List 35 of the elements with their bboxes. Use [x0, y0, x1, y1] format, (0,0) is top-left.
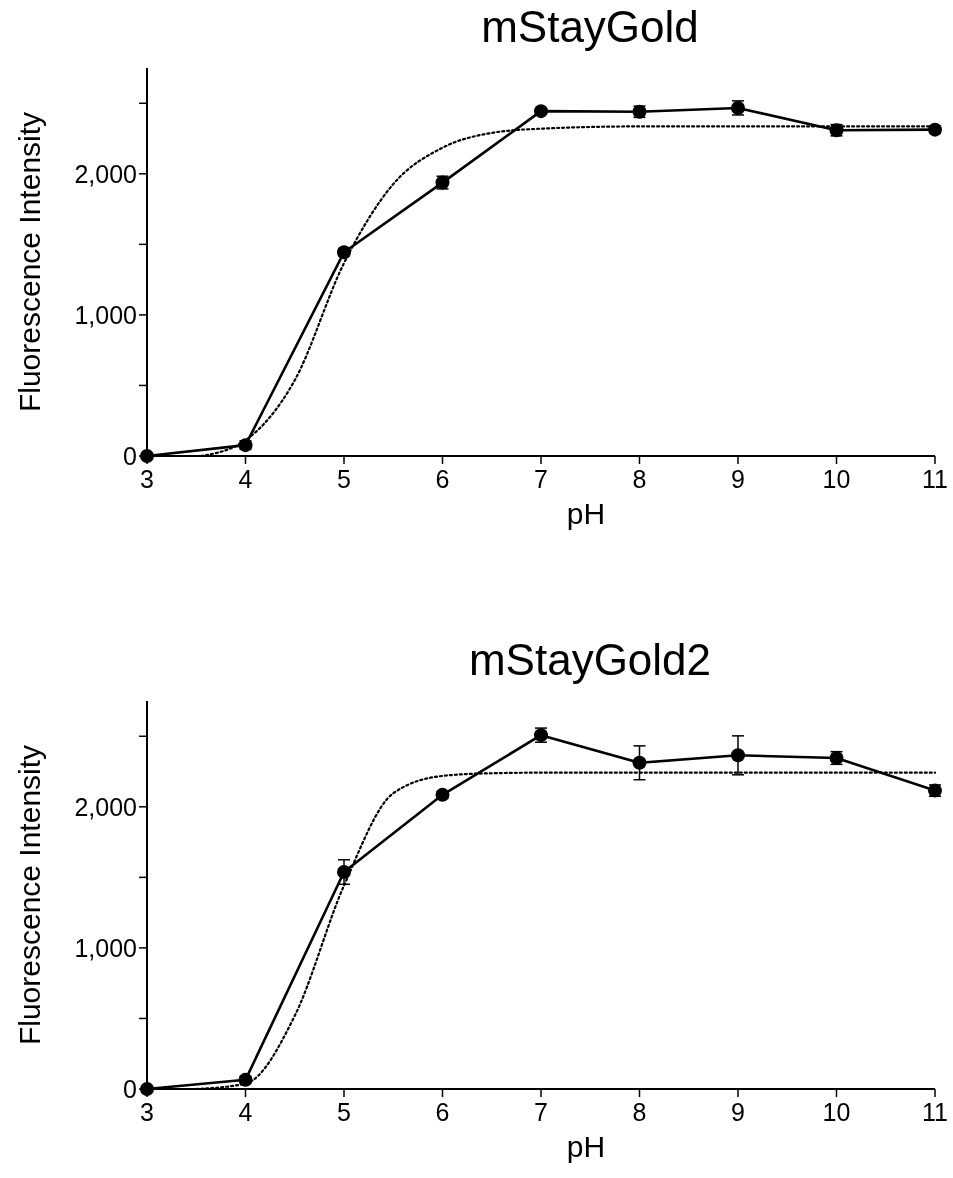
- x-tick-label: 9: [731, 465, 745, 493]
- x-axis-title: pH: [566, 1130, 606, 1163]
- x-tick-label: 7: [534, 465, 548, 493]
- y-axis-title: Fluorescence Intensity: [13, 744, 46, 1046]
- y-tick-label: 1,000: [74, 300, 137, 329]
- y-tick-label: 2,000: [74, 159, 137, 188]
- x-tick-label: 3: [140, 465, 154, 493]
- x-axis-title: pH: [566, 497, 606, 530]
- y-tick-label: 0: [123, 441, 137, 470]
- x-tick-label: 6: [435, 465, 450, 493]
- point: [731, 748, 745, 763]
- y-axis-title: Fluorescence Intensity: [13, 111, 46, 413]
- x-tick-label: 4: [238, 1098, 253, 1126]
- point: [632, 755, 647, 770]
- point: [534, 104, 548, 119]
- x-tick-label: 4: [238, 465, 253, 493]
- x-tick-label: 11: [922, 465, 948, 493]
- x-tick-label: 7: [534, 1098, 548, 1126]
- x-tick-label: 6: [435, 1098, 450, 1126]
- y-tick-label: 0: [123, 1074, 137, 1103]
- x-tick-label: 10: [822, 465, 851, 493]
- point: [337, 865, 351, 879]
- y-tick-label: 2,000: [74, 792, 137, 821]
- point: [337, 245, 351, 260]
- x-tick-label: 9: [731, 1098, 745, 1126]
- x-tick-label: 5: [337, 465, 351, 493]
- y-tick-label: 1,000: [74, 933, 137, 962]
- x-tick-label: 8: [632, 465, 647, 493]
- chart-title: mStayGold2: [468, 635, 712, 684]
- x-tick-label: 3: [140, 1098, 154, 1126]
- x-tick-label: 11: [922, 1098, 948, 1126]
- x-tick-label: 5: [337, 1098, 351, 1126]
- x-tick-label: 10: [822, 1098, 851, 1126]
- chart-title: mStayGold: [481, 2, 699, 51]
- x-tick-label: 8: [632, 1098, 647, 1126]
